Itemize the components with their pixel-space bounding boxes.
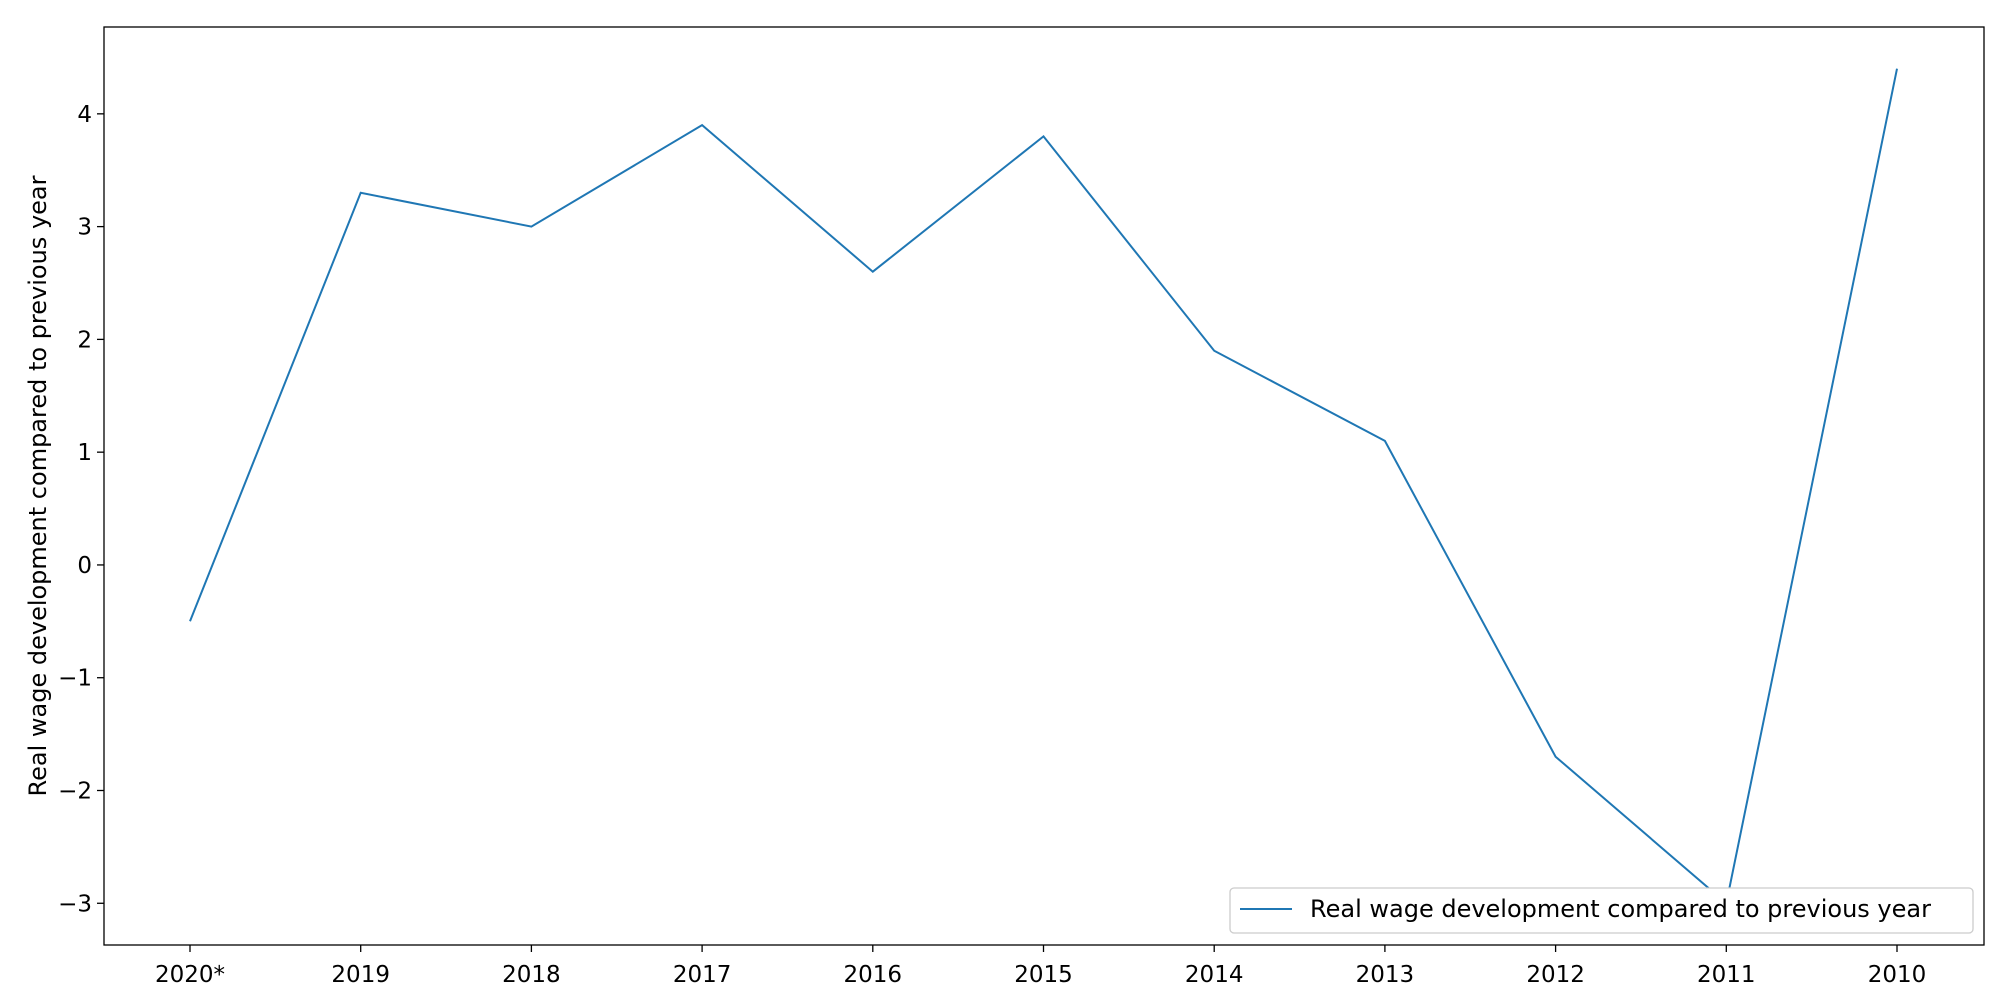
x-tick-label: 2016 bbox=[844, 962, 903, 988]
y-axis-label: Real wage development compared to previo… bbox=[24, 175, 52, 796]
data-point bbox=[359, 191, 363, 195]
x-tick-label: 2013 bbox=[1356, 962, 1415, 988]
data-point bbox=[1383, 439, 1387, 443]
x-tick-label: 2018 bbox=[502, 962, 561, 988]
data-point bbox=[1895, 67, 1899, 71]
data-point bbox=[871, 270, 875, 274]
data-point bbox=[188, 619, 192, 623]
data-point bbox=[1724, 901, 1728, 905]
data-point bbox=[1212, 349, 1216, 353]
data-point bbox=[529, 225, 533, 229]
y-axis: −3 −2 −1 0 1 2 3 4 bbox=[58, 102, 104, 917]
y-tick-label: −2 bbox=[58, 778, 92, 804]
y-tick-label: 2 bbox=[77, 327, 92, 353]
x-tick-label: 2014 bbox=[1185, 962, 1244, 988]
data-point bbox=[1554, 755, 1558, 759]
y-tick-label: 0 bbox=[77, 553, 92, 579]
series-line bbox=[189, 68, 1898, 906]
x-tick-label: 2019 bbox=[331, 962, 390, 988]
y-tick-label: 1 bbox=[77, 440, 92, 466]
data-point bbox=[700, 123, 704, 127]
legend-box bbox=[1229, 887, 1974, 934]
x-tick-label: 2020* bbox=[155, 962, 225, 988]
plot-area bbox=[103, 26, 1985, 946]
y-tick-label: −1 bbox=[58, 666, 92, 692]
x-axis: 2020* 2019 2018 2017 2016 2015 2014 2013 2012 201… bbox=[155, 945, 1926, 988]
x-tick-label: 2010 bbox=[1868, 962, 1927, 988]
legend: Real wage development compared to previo… bbox=[1229, 887, 1974, 934]
y-tick-label: −3 bbox=[58, 891, 92, 917]
x-tick-label: 2011 bbox=[1697, 962, 1756, 988]
y-tick-label: 3 bbox=[77, 215, 92, 241]
x-tick-label: 2015 bbox=[1014, 962, 1073, 988]
x-tick-label: 2017 bbox=[673, 962, 732, 988]
legend-label: Real wage development compared to previo… bbox=[1310, 895, 1931, 923]
data-point bbox=[1042, 134, 1046, 138]
y-tick-label: 4 bbox=[77, 102, 92, 128]
x-tick-label: 2012 bbox=[1526, 962, 1585, 988]
